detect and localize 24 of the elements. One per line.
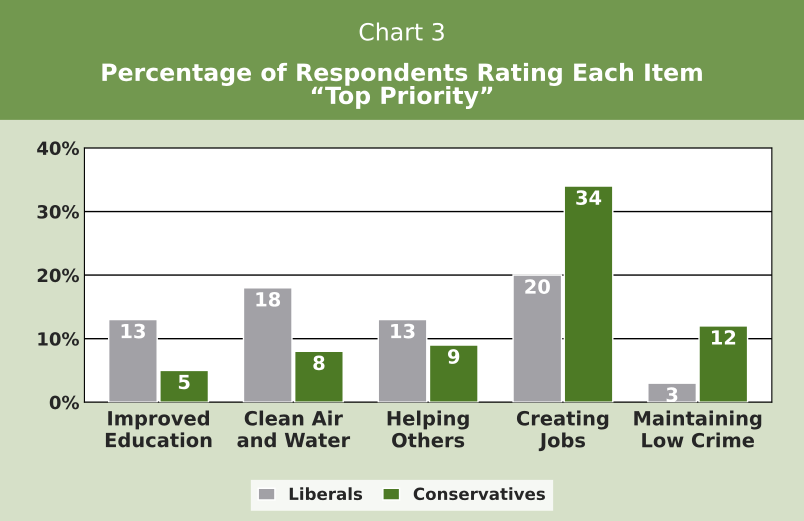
y-tick-label: 10% bbox=[38, 332, 79, 346]
chart-subtitle: Percentage of Respondents Rating Each Item “Top Priority” bbox=[102, 62, 702, 109]
data-label: 34 bbox=[576, 190, 602, 205]
data-label: 13 bbox=[122, 324, 145, 338]
legend-label: Conservatives bbox=[414, 487, 545, 500]
data-label: 3 bbox=[666, 387, 678, 402]
data-label: 5 bbox=[178, 374, 190, 390]
y-tick-label: 20% bbox=[38, 268, 79, 282]
data-label: 18 bbox=[256, 292, 280, 307]
data-label: 12 bbox=[712, 330, 736, 345]
x-tick-label: Clean Air and Water bbox=[237, 410, 350, 448]
data-label: 13 bbox=[391, 324, 415, 338]
legend-label: Liberals bbox=[290, 487, 362, 500]
chart-title: Chart 3 bbox=[360, 22, 444, 41]
x-tick-label: Helping Others bbox=[388, 410, 469, 448]
data-label: 9 bbox=[448, 349, 460, 364]
y-tick-label: 40% bbox=[37, 141, 79, 156]
data-label: 8 bbox=[313, 356, 325, 370]
data-label: 20 bbox=[525, 279, 550, 294]
y-tick-label: 0% bbox=[50, 396, 79, 410]
x-tick-label: Creating Jobs bbox=[516, 410, 608, 452]
y-tick-label: 30% bbox=[38, 204, 79, 219]
x-tick-label: Maintaining Low Crime bbox=[634, 410, 762, 448]
x-tick-label: Improved Education bbox=[106, 410, 212, 448]
